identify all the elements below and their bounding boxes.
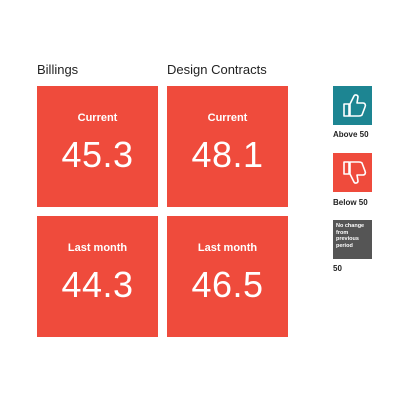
tile-billings-current: Current 45.3 (37, 86, 158, 207)
tile-value: 44.3 (61, 264, 134, 305)
legend-no-change-label: 50 (333, 264, 342, 273)
tile-value: 46.5 (191, 264, 264, 305)
column-title-billings: Billings (37, 62, 79, 77)
thumbs-up-icon (343, 94, 367, 117)
tile-billings-last-month: Last month 44.3 (37, 216, 158, 337)
legend-below-box (333, 153, 372, 192)
legend-above-box (333, 86, 372, 125)
legend-above-label: Above 50 (333, 130, 369, 139)
thumbs-down-icon (343, 161, 367, 184)
column-title-design-contracts: Design Contracts (167, 62, 267, 77)
tile-value: 48.1 (191, 134, 264, 175)
tile-value: 45.3 (61, 134, 134, 175)
tile-label: Current (77, 112, 118, 124)
tile-label: Current (207, 112, 248, 124)
tile-label: Last month (67, 242, 128, 254)
legend-below-label: Below 50 (333, 198, 368, 207)
legend-no-change-box: No change from previous period (333, 220, 372, 259)
tile-design-current: Current 48.1 (167, 86, 288, 207)
legend-no-change-text: No change from previous period (336, 223, 365, 249)
tile-label: Last month (197, 242, 258, 254)
tile-design-last-month: Last month 46.5 (167, 216, 288, 337)
